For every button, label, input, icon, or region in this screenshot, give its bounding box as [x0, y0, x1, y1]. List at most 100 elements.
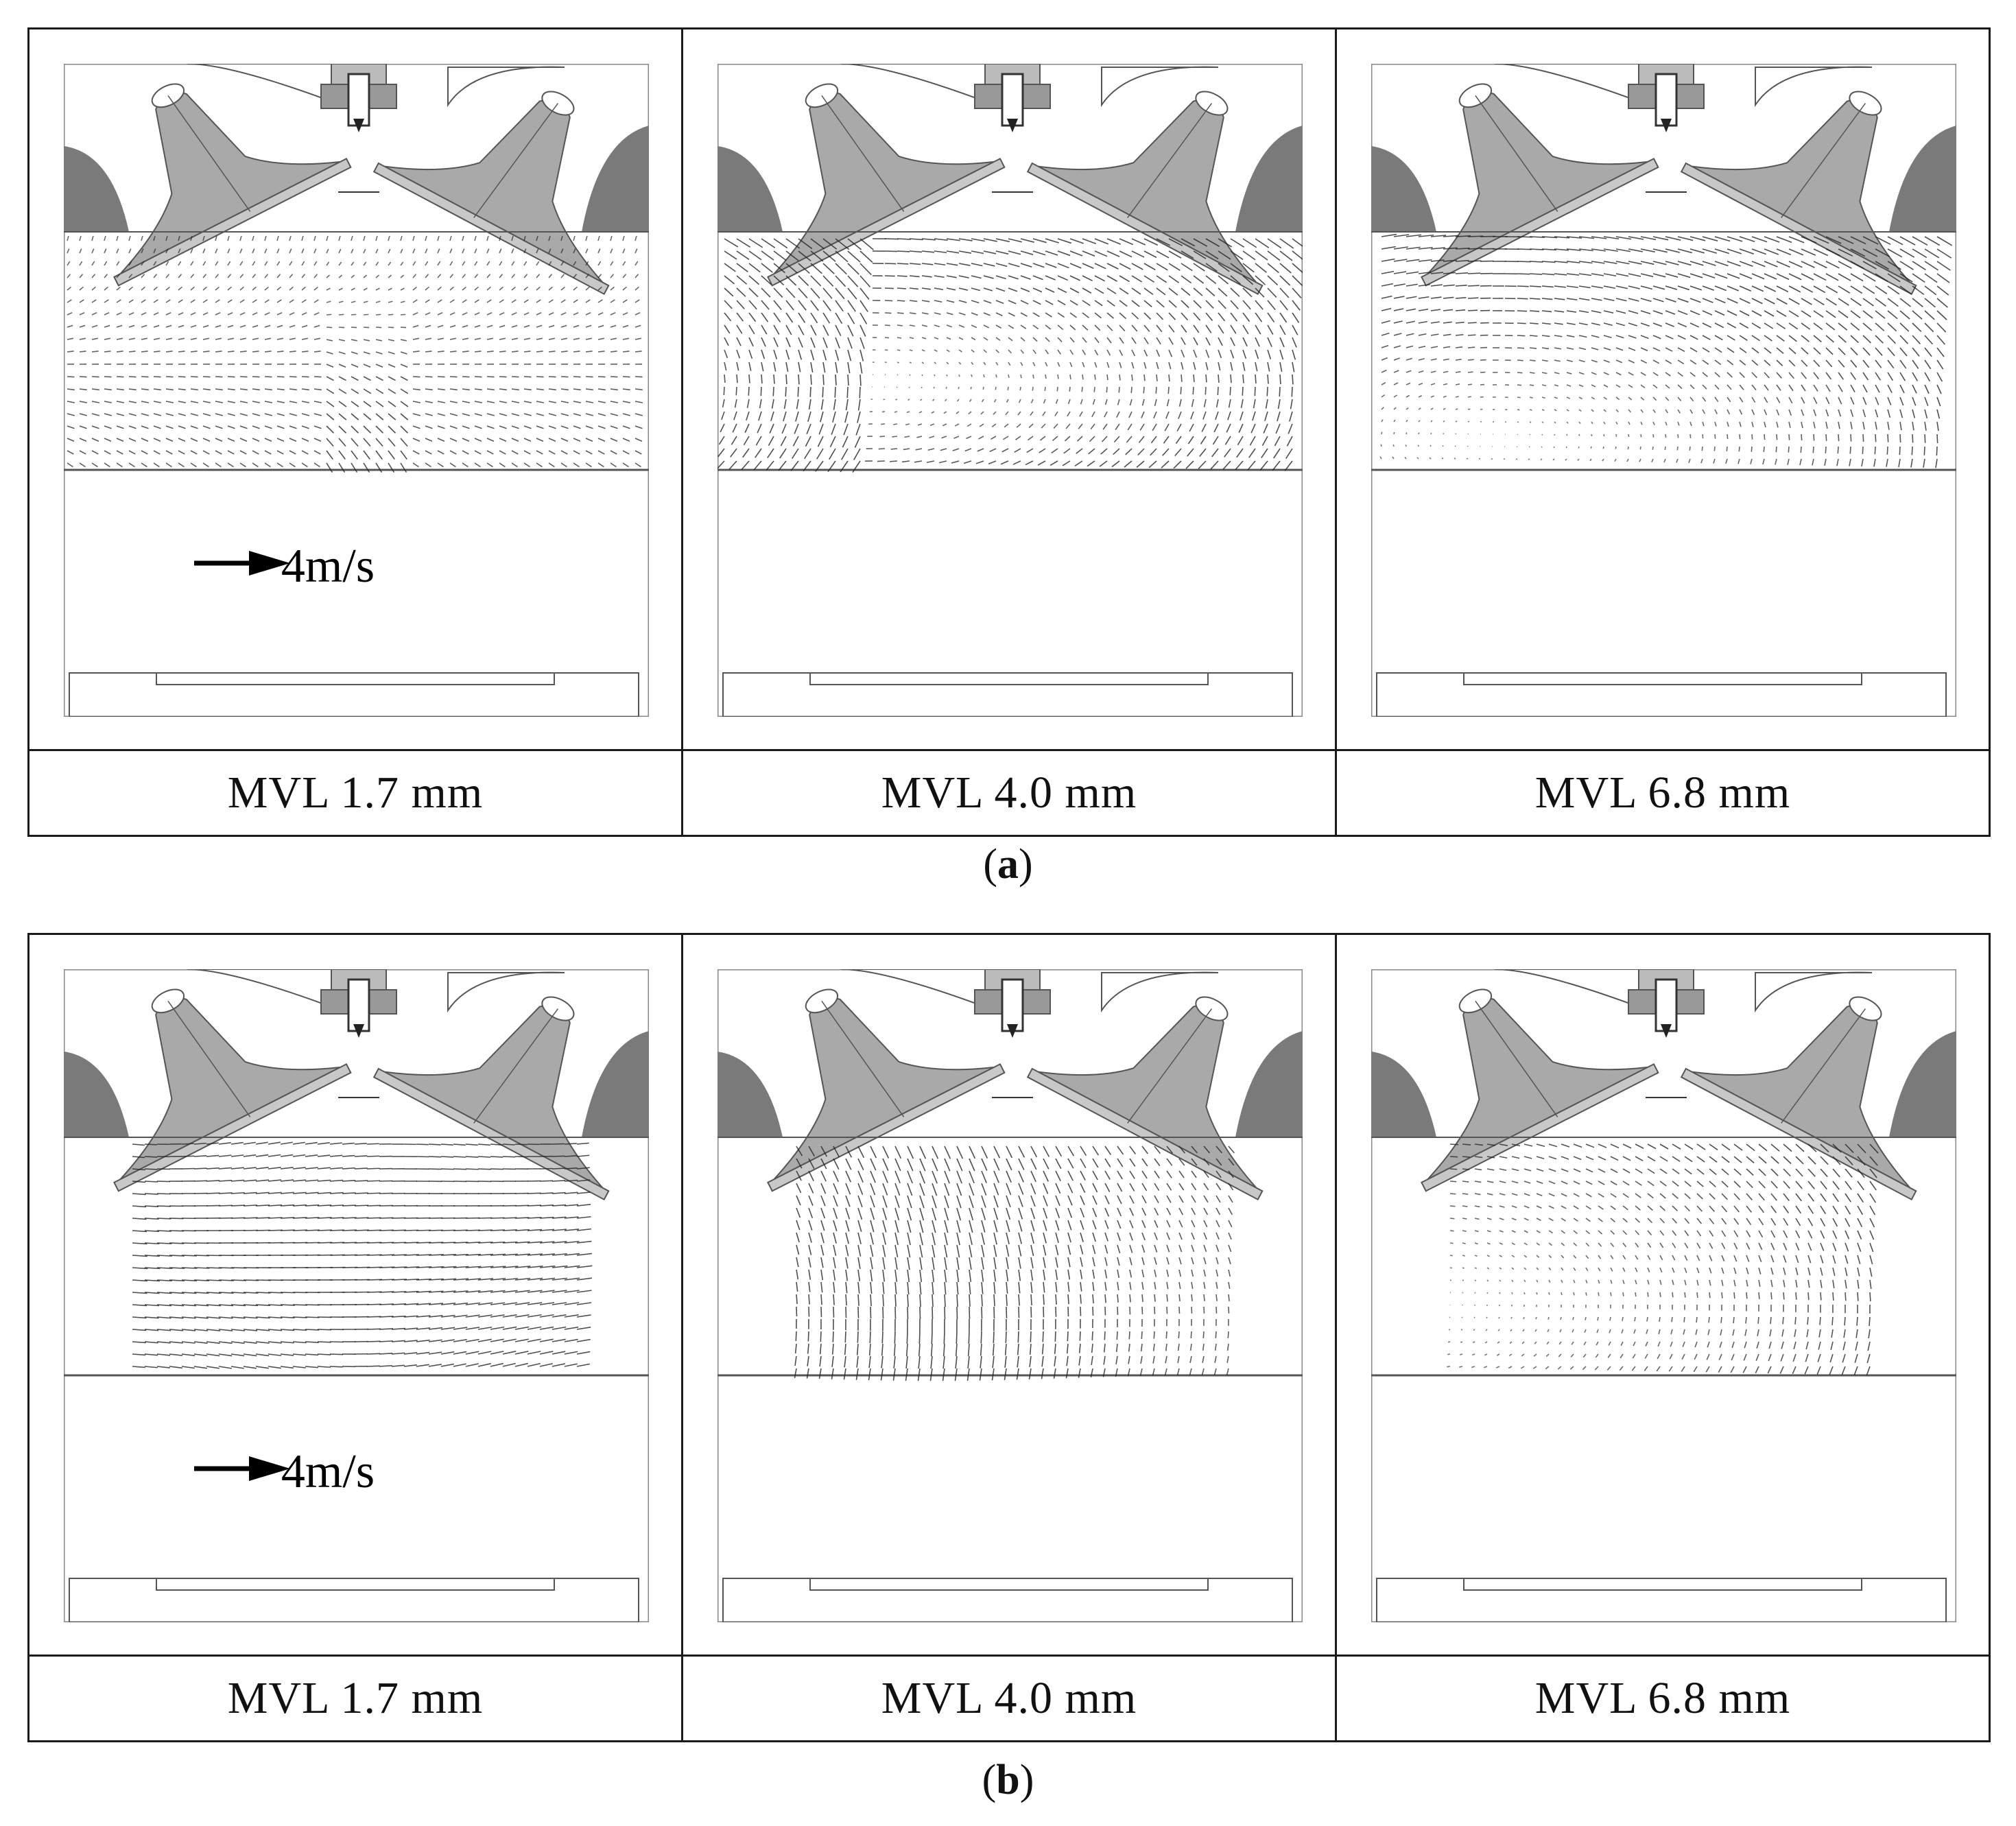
- velocity-vector: [1511, 1205, 1517, 1209]
- velocity-vector: [342, 1229, 357, 1231]
- velocity-vector: [1770, 1230, 1776, 1238]
- velocity-vector: [1677, 359, 1685, 365]
- velocity-vector: [1578, 347, 1587, 351]
- velocity-vector: [428, 1351, 442, 1355]
- piv-cell-a3: [1335, 29, 1989, 749]
- velocity-vector: [1795, 1205, 1802, 1214]
- velocity-vector: [1139, 1368, 1143, 1377]
- velocity-vector: [808, 1183, 814, 1194]
- velocity-vector: [1203, 1306, 1205, 1314]
- velocity-vector: [1176, 1368, 1180, 1376]
- velocity-vector: [1499, 1279, 1502, 1282]
- velocity-vector: [1277, 411, 1281, 422]
- velocity-vector: [610, 274, 615, 278]
- velocity-vector: [796, 1269, 799, 1280]
- velocity-vector: [1192, 386, 1194, 395]
- velocity-vector: [1449, 1143, 1459, 1146]
- velocity-vector: [1813, 248, 1829, 257]
- velocity-vector: [462, 311, 468, 316]
- velocity-vector: [1006, 1170, 1012, 1183]
- velocity-vector: [1770, 1218, 1777, 1226]
- velocity-vector: [1751, 298, 1763, 305]
- velocity-vector: [1862, 409, 1866, 418]
- velocity-vector: [403, 1229, 419, 1231]
- velocity-vector: [375, 287, 380, 291]
- piv-vector-field-a2: [718, 64, 1303, 717]
- velocity-vector: [847, 349, 852, 361]
- velocity-vector: [946, 263, 958, 266]
- velocity-vector: [465, 1290, 481, 1293]
- velocity-vector: [1862, 335, 1871, 344]
- velocity-vector: [1899, 359, 1907, 369]
- velocity-vector: [181, 1242, 197, 1244]
- velocity-vector: [1832, 1292, 1834, 1301]
- velocity-vector: [1663, 458, 1666, 463]
- velocity-vector: [425, 337, 432, 340]
- velocity-vector: [1471, 1353, 1475, 1356]
- velocity-vector: [523, 351, 531, 353]
- velocity-vector: [882, 1158, 889, 1171]
- velocity-vector: [1684, 1230, 1689, 1237]
- velocity-vector: [635, 438, 643, 442]
- velocity-vector: [1751, 322, 1762, 329]
- velocity-vector: [104, 248, 107, 254]
- velocity-vector: [289, 261, 293, 266]
- velocity-vector: [1541, 384, 1547, 387]
- velocity-vector: [1856, 1316, 1858, 1326]
- velocity-vector: [610, 235, 613, 241]
- velocity-vector: [1006, 1183, 1012, 1196]
- velocity-vector: [926, 460, 935, 464]
- velocity-vector: [1226, 423, 1231, 433]
- velocity-vector: [474, 324, 481, 328]
- velocity-vector: [1788, 310, 1799, 318]
- velocity-vector: [761, 349, 766, 359]
- velocity-vector: [1166, 1158, 1173, 1166]
- velocity-vector: [1658, 1329, 1661, 1335]
- velocity-vector: [292, 1167, 306, 1170]
- velocity-vector: [1230, 275, 1242, 285]
- velocity-vector: [141, 351, 148, 353]
- velocity-vector: [1721, 1205, 1727, 1213]
- velocity-vector: [156, 1218, 171, 1220]
- velocity-vector: [1696, 1205, 1703, 1212]
- velocity-vector: [552, 1155, 565, 1157]
- velocity-vector: [724, 374, 726, 383]
- velocity-vector: [1175, 436, 1182, 444]
- velocity-vector: [1090, 423, 1095, 430]
- velocity-vector: [1228, 1207, 1233, 1216]
- velocity-vector: [1557, 1366, 1562, 1370]
- velocity-vector: [573, 425, 581, 429]
- velocity-vector: [1829, 1366, 1834, 1375]
- velocity-vector: [79, 401, 88, 403]
- velocity-vector: [981, 1146, 988, 1159]
- velocity-vector: [1080, 1269, 1083, 1279]
- velocity-vector: [523, 324, 530, 328]
- velocity-vector: [1813, 359, 1821, 368]
- left-valve-face: [767, 1063, 1006, 1192]
- velocity-vector: [499, 462, 506, 468]
- velocity-vector: [857, 1269, 861, 1281]
- velocity-vector: [243, 1167, 257, 1170]
- velocity-vector: [243, 1191, 257, 1194]
- velocity-vector: [1849, 446, 1851, 454]
- velocity-vector: [1529, 396, 1533, 399]
- velocity-vector: [474, 299, 479, 303]
- velocity-vector: [153, 261, 157, 266]
- velocity-vector: [289, 299, 294, 303]
- velocity-vector: [969, 1170, 975, 1184]
- velocity-vector: [252, 299, 257, 303]
- velocity-vector: [1045, 337, 1050, 342]
- velocity-vector: [733, 411, 737, 420]
- velocity-vector: [388, 261, 392, 266]
- velocity-vector: [412, 413, 420, 416]
- velocity-vector: [1813, 261, 1827, 269]
- velocity-vector: [859, 386, 861, 399]
- velocity-vector: [1455, 285, 1467, 287]
- velocity-vector: [1541, 335, 1550, 337]
- velocity-vector: [1178, 1195, 1184, 1203]
- velocity-vector: [412, 401, 421, 403]
- velocity-vector: [1684, 1218, 1690, 1224]
- velocity-vector: [564, 1143, 577, 1145]
- velocity-vector: [833, 1281, 835, 1293]
- velocity-vector: [317, 1329, 332, 1331]
